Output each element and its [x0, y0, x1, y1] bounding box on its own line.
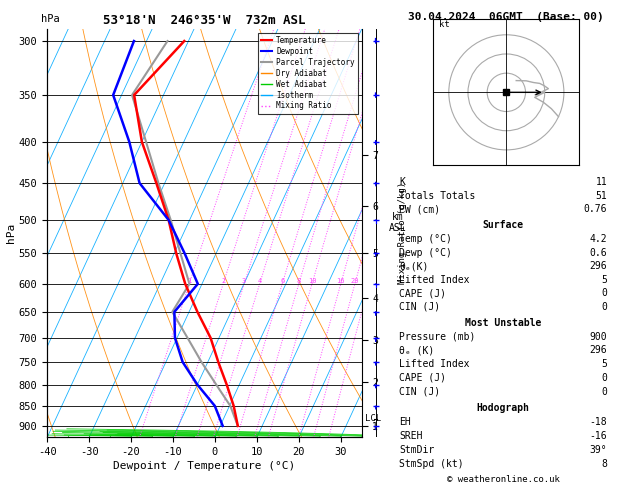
Text: Hodograph: Hodograph — [477, 403, 530, 413]
Text: 20: 20 — [350, 278, 359, 284]
Text: -16: -16 — [590, 431, 608, 441]
Legend: Temperature, Dewpoint, Parcel Trajectory, Dry Adiabat, Wet Adiabat, Isotherm, Mi: Temperature, Dewpoint, Parcel Trajectory… — [258, 33, 358, 114]
Text: 296: 296 — [590, 261, 608, 271]
Text: Mixing Ratio (g/kg): Mixing Ratio (g/kg) — [398, 182, 407, 284]
Text: PW (cm): PW (cm) — [399, 205, 440, 214]
Text: 11: 11 — [596, 177, 608, 187]
Text: Surface: Surface — [482, 221, 524, 230]
Text: θₑ(K): θₑ(K) — [399, 261, 428, 271]
Title: 53°18'N  246°35'W  732m ASL: 53°18'N 246°35'W 732m ASL — [103, 14, 306, 27]
Y-axis label: hPa: hPa — [6, 223, 16, 243]
Text: 0.76: 0.76 — [584, 205, 608, 214]
X-axis label: Dewpoint / Temperature (°C): Dewpoint / Temperature (°C) — [113, 461, 296, 471]
Text: Dewp (°C): Dewp (°C) — [399, 247, 452, 258]
Text: 0: 0 — [601, 387, 608, 397]
Text: 39°: 39° — [590, 445, 608, 455]
Text: 0: 0 — [601, 302, 608, 312]
Text: LCL: LCL — [365, 415, 381, 423]
Text: 4.2: 4.2 — [590, 234, 608, 244]
Text: 4: 4 — [257, 278, 262, 284]
Text: 30.04.2024  06GMT  (Base: 00): 30.04.2024 06GMT (Base: 00) — [408, 12, 604, 22]
Text: -18: -18 — [590, 417, 608, 427]
Text: 16: 16 — [337, 278, 345, 284]
Text: kt: kt — [439, 20, 450, 29]
Text: 5: 5 — [601, 275, 608, 285]
Text: CAPE (J): CAPE (J) — [399, 288, 446, 298]
Text: 296: 296 — [590, 346, 608, 355]
Y-axis label: km
ASL: km ASL — [389, 212, 406, 233]
Text: θₑ (K): θₑ (K) — [399, 346, 434, 355]
Text: 5: 5 — [601, 359, 608, 369]
Text: Pressure (mb): Pressure (mb) — [399, 331, 476, 342]
Text: 6: 6 — [280, 278, 284, 284]
Text: 0: 0 — [601, 288, 608, 298]
Text: Totals Totals: Totals Totals — [399, 191, 476, 201]
Text: 10: 10 — [308, 278, 316, 284]
Text: 1: 1 — [187, 278, 191, 284]
Text: K: K — [399, 177, 405, 187]
Text: 2: 2 — [221, 278, 225, 284]
Text: hPa: hPa — [41, 14, 60, 24]
Text: CIN (J): CIN (J) — [399, 387, 440, 397]
Text: 8: 8 — [601, 459, 608, 469]
Text: Lifted Index: Lifted Index — [399, 275, 469, 285]
Text: © weatheronline.co.uk: © weatheronline.co.uk — [447, 474, 560, 484]
Text: CIN (J): CIN (J) — [399, 302, 440, 312]
Text: 51: 51 — [596, 191, 608, 201]
Text: 8: 8 — [297, 278, 301, 284]
Text: CAPE (J): CAPE (J) — [399, 373, 446, 383]
Text: StmSpd (kt): StmSpd (kt) — [399, 459, 464, 469]
Text: 0.6: 0.6 — [590, 247, 608, 258]
Text: 0: 0 — [601, 373, 608, 383]
Text: StmDir: StmDir — [399, 445, 434, 455]
Text: Temp (°C): Temp (°C) — [399, 234, 452, 244]
Text: 900: 900 — [590, 331, 608, 342]
Text: EH: EH — [399, 417, 411, 427]
Text: Lifted Index: Lifted Index — [399, 359, 469, 369]
Text: SREH: SREH — [399, 431, 423, 441]
Text: Most Unstable: Most Unstable — [465, 318, 542, 328]
Text: 3: 3 — [242, 278, 247, 284]
